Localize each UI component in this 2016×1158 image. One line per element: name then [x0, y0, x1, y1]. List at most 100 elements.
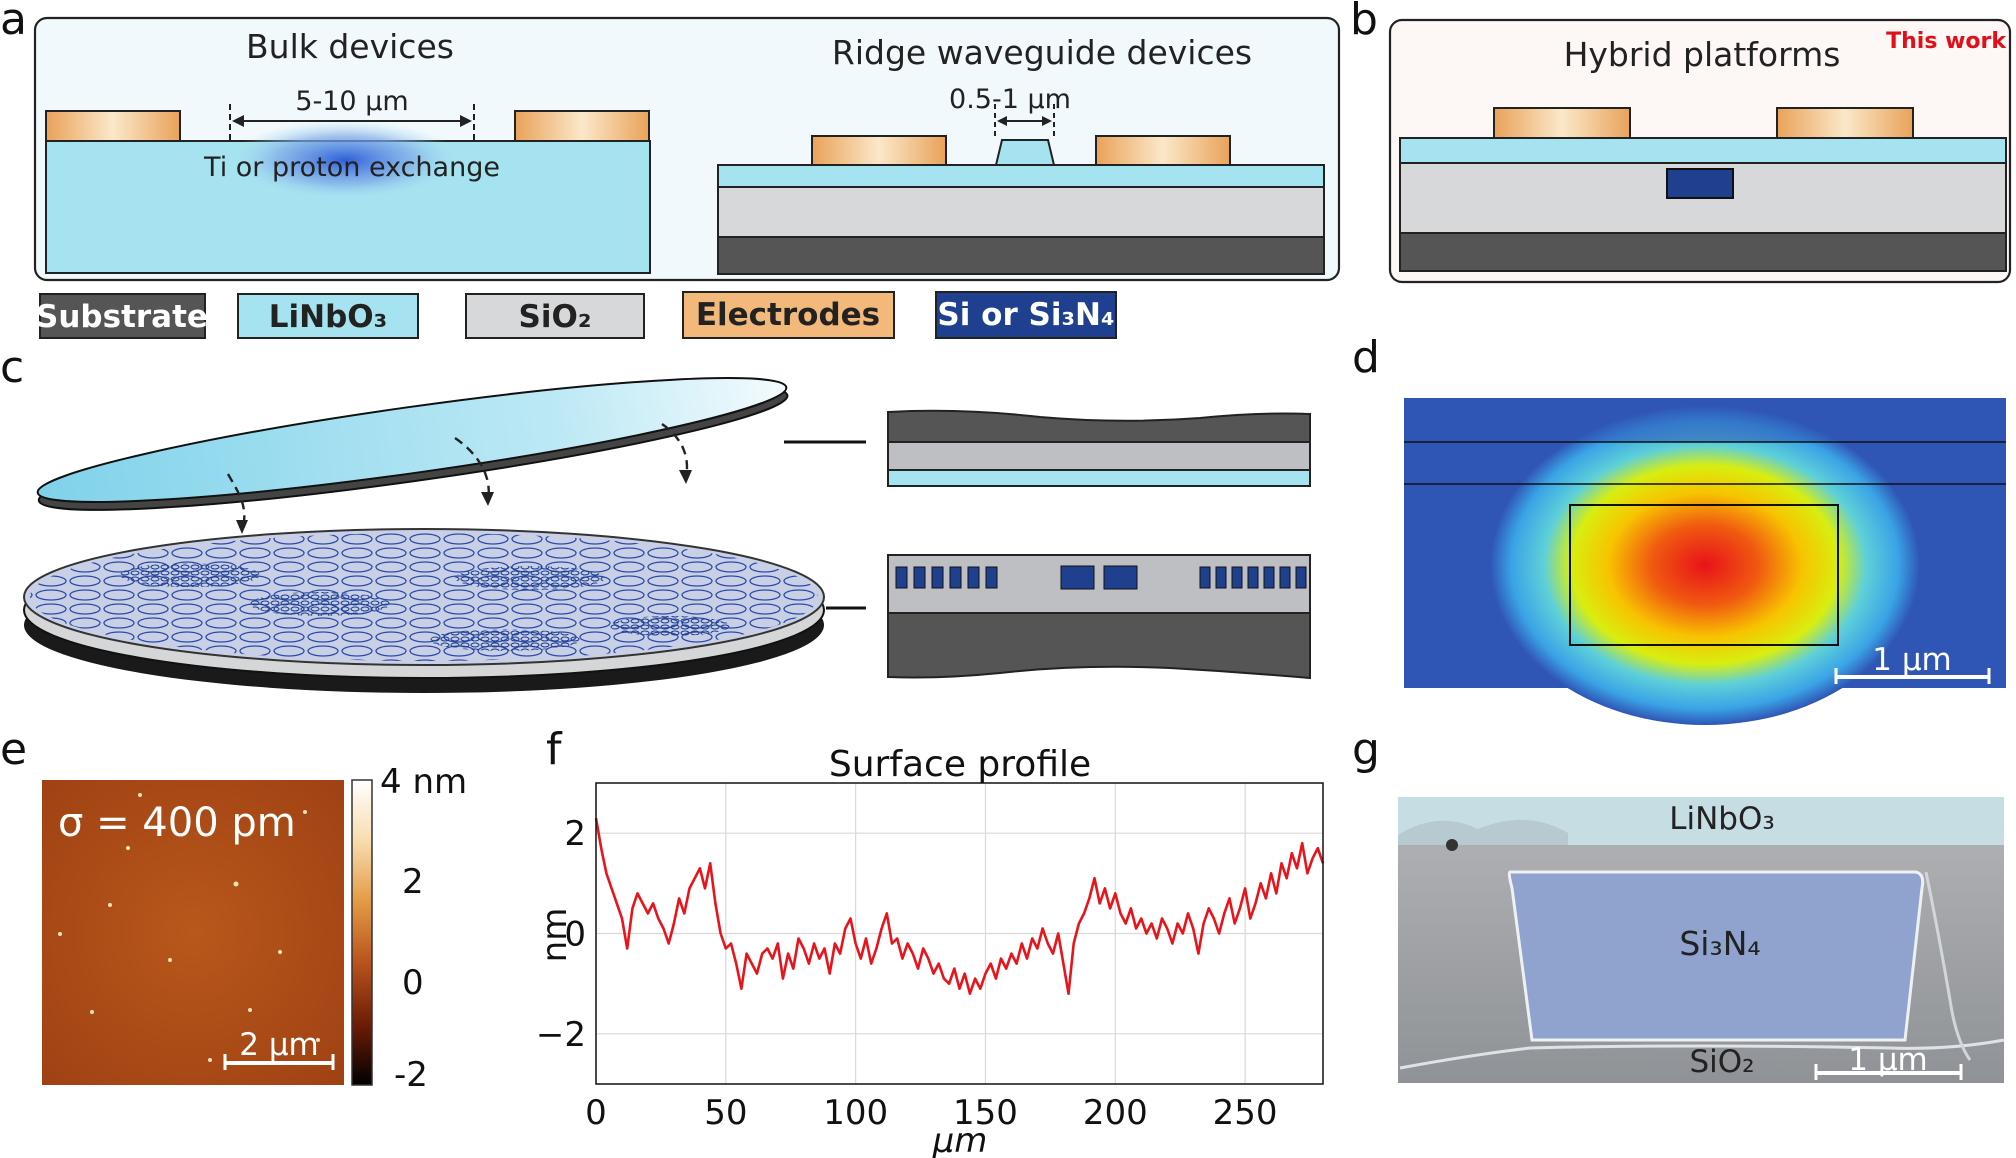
x-tick-label: 200	[1083, 1093, 1148, 1133]
sem-surface-defect	[1446, 839, 1458, 851]
dense-circuit-patch-4	[430, 629, 580, 651]
y-tick-label: 2	[564, 814, 586, 854]
ridge-sio2	[717, 186, 1325, 238]
legend-sio2-swatch	[465, 293, 645, 339]
proton-exchange-region	[230, 120, 460, 200]
x-tick-label: 100	[823, 1093, 888, 1133]
legend-si-label: Si or Si₃N₄	[937, 297, 1114, 333]
sem-sio2-edge	[1399, 1038, 2005, 1070]
patterned-wafer-cross-section	[887, 554, 1311, 680]
panel-c	[23, 377, 1311, 693]
xsec-waveguide-array-left	[895, 566, 998, 589]
xsec-top-substrate	[887, 409, 1311, 443]
chart-x-ticks: 0 50 100 150 200 250	[585, 1093, 1277, 1133]
bulk-electrode-right	[514, 110, 650, 142]
linbo3-wafer-surface	[36, 377, 788, 503]
ridge-gap-label: 0.5-1 µm	[949, 84, 1071, 115]
chart-plot-frame	[595, 782, 1324, 1085]
legend-electrodes-swatch	[682, 291, 895, 339]
material-legend: Substrate LiNbO₃ SiO₂ Electrodes Si or S…	[36, 291, 1117, 339]
dense-circuit-patch-2	[250, 592, 390, 616]
legend-substrate-label: Substrate	[36, 299, 208, 335]
dense-circuit-patch-1	[120, 563, 260, 587]
y-tick-label: 0	[564, 915, 586, 955]
xsec-wide-waveguide-1	[1060, 565, 1095, 590]
hybrid-substrate	[1399, 232, 2007, 272]
sem-top-edge	[1398, 785, 2004, 797]
sem-si3n4-core	[1507, 870, 1925, 1042]
sem-si3n4-label: Si₃N₄	[1679, 924, 1760, 963]
y-tick-label: −2	[536, 1015, 586, 1055]
ridge-devices-title: Ridge waveguide devices	[832, 33, 1252, 72]
legend-linbo3-label: LiNbO₃	[269, 299, 387, 335]
panel-letter-g: g	[1352, 724, 1380, 775]
xsec-waveguide-array-right	[1199, 566, 1307, 589]
dense-circuit-patch-5	[610, 616, 730, 636]
panel-e: σ = 400 pm 2 µm 4 nm 2 0 -2	[42, 762, 467, 1095]
panel-b: Hybrid platforms This work	[1388, 18, 2012, 284]
hybrid-linbo3-film	[1399, 137, 2007, 164]
ridge-waveguide	[994, 139, 1056, 166]
x-tick-label: 50	[704, 1093, 747, 1133]
linbo3-wafer-cross-section	[887, 409, 1311, 487]
legend-si-swatch	[935, 291, 1117, 339]
x-tick-label: 250	[1213, 1093, 1278, 1133]
afm-image	[42, 780, 344, 1085]
hybrid-electrode-left	[1493, 107, 1631, 139]
chart-grid	[595, 783, 1323, 1084]
bulk-electrode-left	[45, 110, 181, 142]
panel-letter-d: d	[1352, 332, 1380, 383]
afm-colorbar	[351, 779, 373, 1086]
panel-a: Bulk devices 5-10 µm Ti or proton exchan…	[33, 16, 1341, 282]
bond-arrowhead-3	[679, 470, 692, 484]
chart-title: Surface profile	[829, 744, 1091, 785]
legend-linbo3-swatch	[237, 293, 419, 339]
ridge-linbo3-slab	[717, 164, 1325, 188]
chart-y-axis-label: nm	[535, 908, 575, 963]
panel-letter-b: b	[1350, 0, 1378, 45]
legend-substrate-swatch	[39, 293, 206, 339]
xsec-top-linbo3	[887, 469, 1311, 487]
ridge-substrate	[717, 236, 1325, 275]
colorbar-tick-minus2: -2	[394, 1055, 428, 1095]
xsec-wide-waveguide-2	[1103, 565, 1138, 590]
xsec-top-sio2	[887, 441, 1311, 471]
surface-profile-chart: Surface profile 0 50 100 150 200 250 20−2 µm …	[535, 744, 1325, 1158]
bond-arrowhead-2	[481, 492, 494, 506]
bulk-devices-title: Bulk devices	[246, 27, 454, 66]
sem-linbo3-texture	[1398, 819, 1568, 845]
hybrid-si3n4-waveguide	[1666, 168, 1734, 199]
bulk-exchange-label: Ti or proton exchange	[203, 152, 500, 183]
hybrid-electrode-right	[1776, 107, 1914, 139]
panel-d: 1 µm	[1404, 398, 2006, 725]
colorbar-tick-0: 0	[402, 963, 424, 1003]
hybrid-platforms-title: Hybrid platforms	[1564, 35, 1841, 74]
ridge-electrode-left	[811, 135, 947, 166]
xsec-bottom-substrate	[887, 612, 1311, 680]
legend-sio2-label: SiO₂	[519, 299, 592, 335]
panel-e-scalebar-label: 2 µm	[239, 1027, 319, 1063]
panel-letter-e: e	[0, 724, 27, 775]
sem-cladding-edge	[1924, 871, 1972, 1061]
panel-g: LiNbO₃ Si₃N₄ SiO₂ 1 µm	[1398, 785, 2005, 1083]
colorbar-tick-2: 2	[402, 862, 424, 902]
colorbar-tick-top: 4 nm	[380, 762, 467, 802]
photonic-circuit-pattern	[30, 533, 818, 661]
bond-arrowhead-1	[236, 520, 248, 534]
ridge-electrode-right	[1095, 135, 1231, 166]
panel-d-scalebar-label: 1 µm	[1872, 642, 1952, 678]
bond-arrow-3	[661, 423, 689, 479]
afm-surface-particles	[58, 793, 320, 1062]
surface-profile-line	[594, 817, 1325, 995]
x-tick-label: 0	[585, 1093, 607, 1133]
this-work-tag: This work	[1886, 29, 2007, 54]
legend-electrodes-label: Electrodes	[696, 297, 880, 333]
x-tick-label: 150	[953, 1093, 1018, 1133]
panel-g-scalebar-label: 1 µm	[1848, 1042, 1928, 1078]
sem-sio2-label: SiO₂	[1689, 1044, 1754, 1080]
mode-top-cladding	[1404, 398, 2006, 442]
panel-letter-f: f	[546, 724, 563, 775]
sem-linbo3-label: LiNbO₃	[1669, 801, 1775, 837]
afm-roughness-label: σ = 400 pm	[58, 800, 296, 846]
